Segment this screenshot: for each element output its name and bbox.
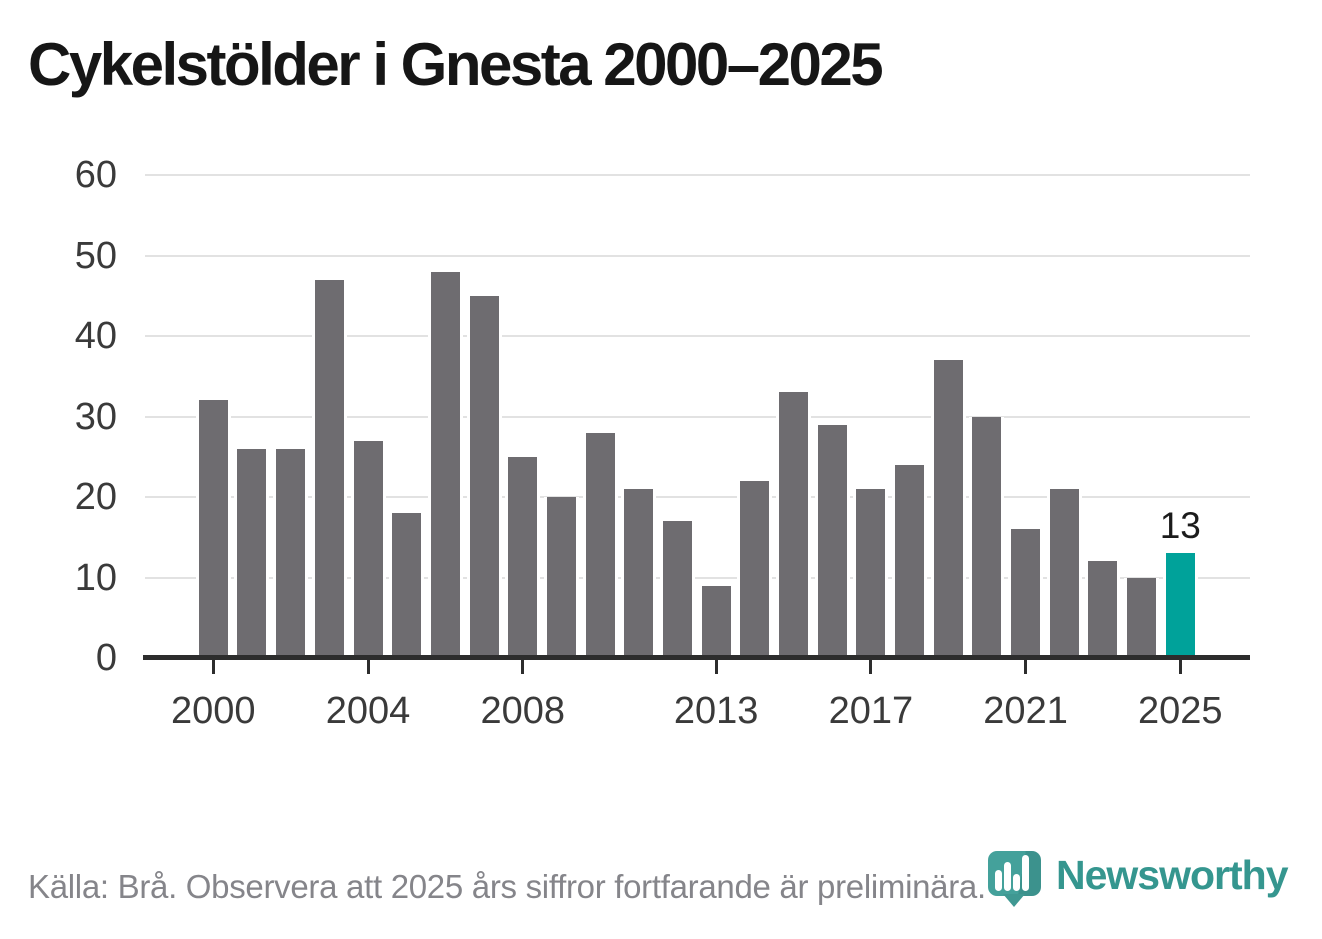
gridline-y-20 bbox=[145, 496, 1250, 498]
bar-2024 bbox=[1127, 577, 1157, 658]
bar-2023 bbox=[1088, 561, 1118, 658]
chart-title: Cykelstölder i Gnesta 2000–2025 bbox=[28, 31, 884, 98]
x-axis-tick-2017 bbox=[869, 660, 873, 674]
bar-2008 bbox=[508, 456, 538, 658]
bar-2004 bbox=[353, 440, 383, 658]
x-axis-tick-2025 bbox=[1178, 660, 1182, 674]
y-axis-tick-label-30: 30 bbox=[74, 395, 117, 438]
logo-minibar-4 bbox=[1022, 855, 1029, 891]
x-axis-tick-2021 bbox=[1024, 660, 1028, 674]
y-axis-tick-label-10: 10 bbox=[74, 556, 117, 599]
bar-2019 bbox=[933, 360, 963, 658]
newsworthy-wordmark: Newsworthy bbox=[1056, 852, 1288, 898]
bar-2025 bbox=[1165, 553, 1195, 658]
bar-2020 bbox=[972, 416, 1002, 658]
x-axis-tick-label-2017: 2017 bbox=[828, 690, 914, 732]
gridline-y-40 bbox=[145, 335, 1250, 337]
x-axis-line bbox=[143, 655, 1250, 660]
bar-2000 bbox=[198, 400, 228, 658]
source-note: Källa: Brå. Observera att 2025 års siffr… bbox=[28, 868, 986, 905]
bar-2009 bbox=[546, 497, 576, 658]
gridline-y-50 bbox=[145, 254, 1250, 257]
bar-2006 bbox=[430, 271, 460, 658]
bar-2002 bbox=[276, 448, 306, 658]
bar-2010 bbox=[585, 432, 615, 658]
logo-minibar-3 bbox=[1013, 874, 1020, 891]
bar-2022 bbox=[1049, 488, 1079, 658]
x-axis-tick-label-2008: 2008 bbox=[480, 690, 565, 732]
bar-2017 bbox=[856, 488, 886, 658]
highlight-value-label: 13 bbox=[1159, 505, 1201, 547]
bar-2011 bbox=[624, 488, 654, 658]
bar-2012 bbox=[662, 521, 692, 658]
x-axis-tick-label-2000: 2000 bbox=[171, 690, 256, 732]
x-axis-tick-2004 bbox=[366, 660, 370, 674]
logo-minibar-1 bbox=[995, 870, 1002, 891]
gridline-y-30 bbox=[145, 415, 1250, 418]
y-axis-tick-label-50: 50 bbox=[74, 234, 117, 277]
y-axis-tick-label-60: 60 bbox=[74, 154, 117, 196]
bar-2018 bbox=[895, 464, 925, 658]
x-axis-tick-label-2013: 2013 bbox=[673, 690, 759, 732]
bar-2021 bbox=[1011, 529, 1041, 658]
bar-2014 bbox=[740, 480, 770, 658]
x-axis-tick-label-2004: 2004 bbox=[325, 690, 411, 732]
x-axis-tick-label-2025: 2025 bbox=[1138, 690, 1223, 732]
bar-2016 bbox=[817, 424, 847, 658]
y-axis-tick-label-20: 20 bbox=[74, 476, 117, 518]
logo-minibar-2 bbox=[1004, 862, 1011, 891]
bar-2001 bbox=[237, 448, 267, 658]
newsworthy-pin-tip bbox=[1003, 894, 1025, 907]
y-axis-tick-label-40: 40 bbox=[74, 315, 117, 357]
x-axis-tick-2013 bbox=[714, 660, 718, 674]
bar-2003 bbox=[314, 279, 344, 658]
bar-2005 bbox=[392, 513, 422, 658]
x-axis-tick-2000 bbox=[211, 660, 215, 674]
bar-2007 bbox=[469, 295, 499, 658]
bar-2015 bbox=[779, 392, 808, 658]
gridline-y-60 bbox=[145, 174, 1250, 176]
y-axis-tick-label-0: 0 bbox=[95, 637, 117, 679]
x-axis-tick-label-2021: 2021 bbox=[983, 690, 1068, 732]
newsworthy-pin-bar-chart-icon bbox=[988, 851, 1041, 896]
gridline-y-10 bbox=[145, 576, 1250, 579]
bar-2013 bbox=[701, 585, 731, 658]
x-axis-tick-2008 bbox=[521, 660, 525, 674]
